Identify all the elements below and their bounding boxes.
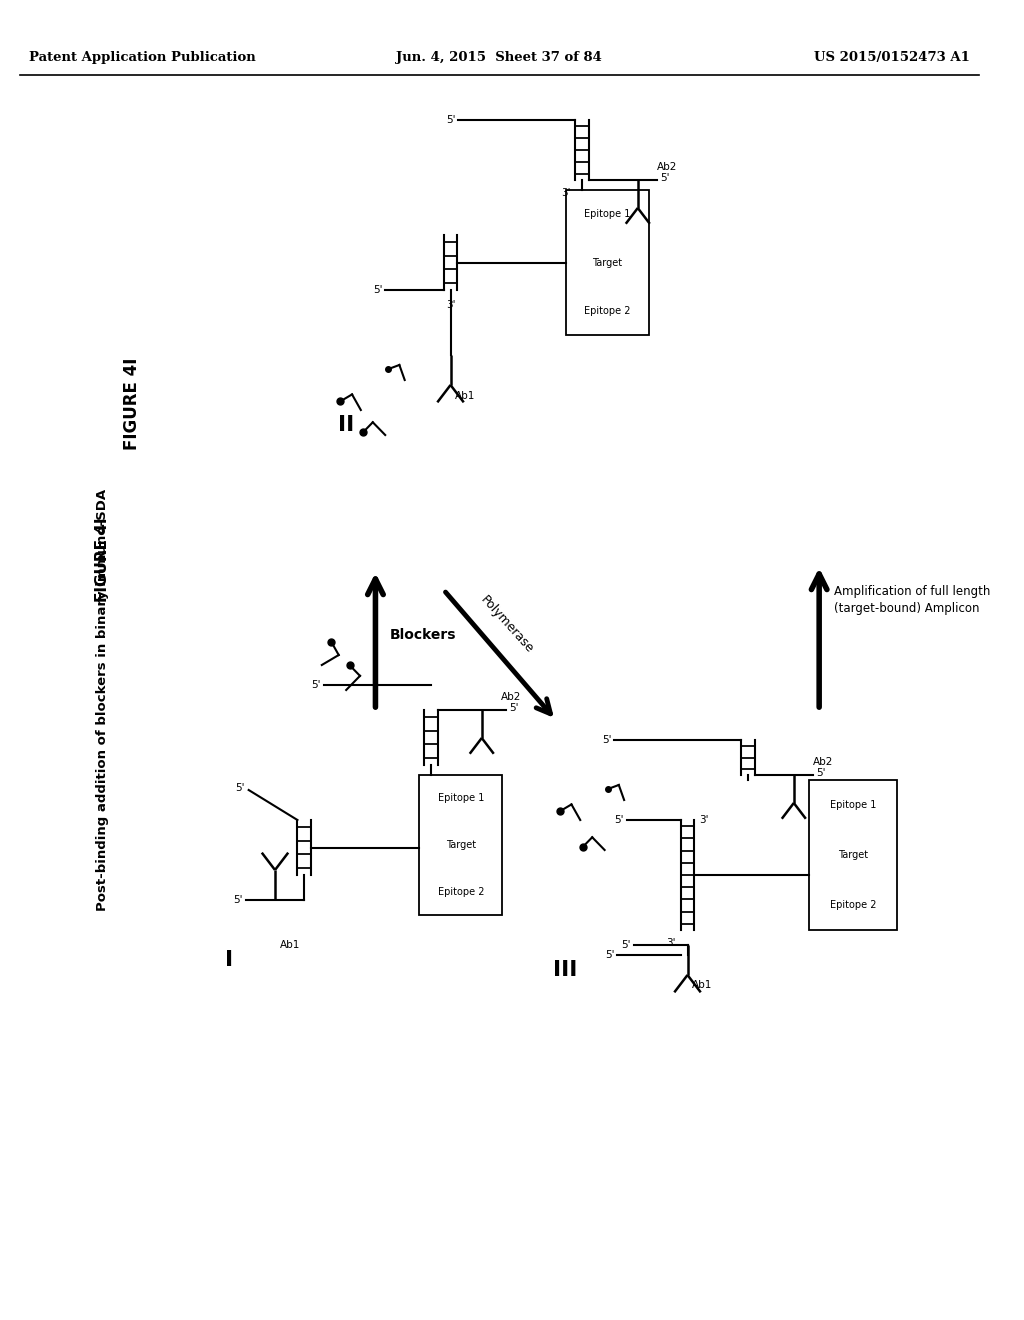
Text: FIGURE 4I: FIGURE 4I (95, 517, 110, 602)
Text: 5': 5' (614, 814, 624, 825)
Text: Target: Target (445, 840, 476, 850)
Text: Epitope 1: Epitope 1 (584, 209, 630, 219)
Text: 5': 5' (622, 940, 631, 950)
Bar (809, 780, 897, 931)
Text: Ab2: Ab2 (813, 756, 834, 767)
Text: 3': 3' (445, 300, 456, 310)
Text: Polymerase: Polymerase (478, 594, 536, 656)
Text: 5': 5' (233, 895, 243, 906)
Text: Epitope 2: Epitope 2 (830, 900, 877, 909)
Text: 5': 5' (311, 680, 321, 690)
Text: Epitope 1: Epitope 1 (437, 793, 484, 804)
Text: Ab1: Ab1 (692, 979, 713, 990)
Text: Target: Target (839, 850, 868, 861)
Bar (420, 775, 502, 915)
Text: Post-binding addition of blockers in binary immuno-SDA: Post-binding addition of blockers in bin… (96, 488, 109, 911)
Text: Ab1: Ab1 (456, 391, 476, 401)
Text: Jun. 4, 2015  Sheet 37 of 84: Jun. 4, 2015 Sheet 37 of 84 (396, 51, 602, 65)
Text: 3': 3' (561, 187, 570, 198)
Text: Patent Application Publication: Patent Application Publication (30, 51, 256, 65)
Text: 5': 5' (445, 115, 456, 125)
Text: 3': 3' (667, 939, 676, 948)
Text: 5': 5' (602, 735, 611, 744)
Text: II: II (338, 414, 354, 436)
Text: Ab2: Ab2 (657, 162, 678, 172)
Text: 5': 5' (373, 285, 382, 294)
Text: I: I (225, 950, 233, 970)
Bar (565, 190, 648, 335)
Text: US 2015/0152473 A1: US 2015/0152473 A1 (814, 51, 971, 65)
Text: 5': 5' (816, 768, 825, 777)
Text: Ab1: Ab1 (280, 940, 300, 950)
Text: 5': 5' (509, 704, 518, 713)
Text: Epitope 2: Epitope 2 (437, 887, 484, 896)
Text: FIGURE 4I: FIGURE 4I (123, 358, 140, 450)
Text: Ab2: Ab2 (502, 692, 521, 702)
Text: 5': 5' (660, 173, 670, 183)
Text: Blockers: Blockers (390, 628, 457, 642)
Text: 3': 3' (699, 814, 709, 825)
Text: Amplification of full length
(target-bound) Amplicon: Amplification of full length (target-bou… (834, 585, 990, 615)
Text: 5': 5' (605, 950, 614, 960)
Text: Target: Target (592, 257, 623, 268)
Text: III: III (553, 960, 578, 979)
Text: Epitope 2: Epitope 2 (584, 306, 631, 315)
Text: 5': 5' (236, 783, 245, 793)
Text: Epitope 1: Epitope 1 (830, 800, 877, 810)
